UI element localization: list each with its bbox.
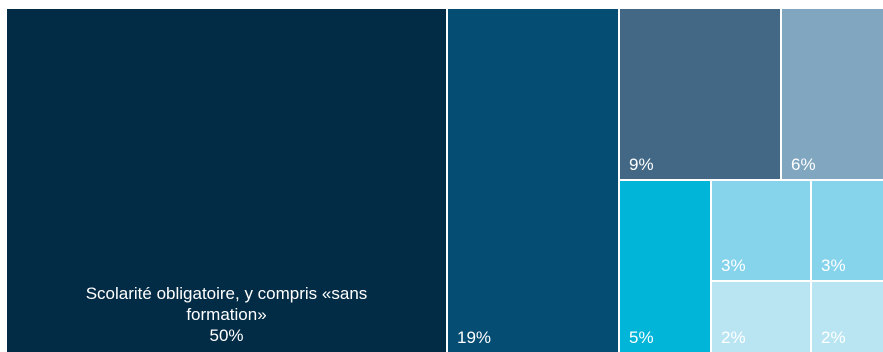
treemap-tile: Scolarité obligatoire, y compris «sans f… — [7, 9, 446, 352]
treemap-tile: 19% — [448, 9, 618, 352]
treemap-tile-value: 50% — [209, 326, 244, 345]
treemap-tile-value: 2% — [821, 328, 846, 347]
treemap-tile-value: 9% — [629, 155, 654, 174]
treemap-tile: 3% — [712, 181, 810, 280]
treemap-tile-value: 3% — [721, 256, 746, 275]
treemap-tile-category: Scolarité obligatoire, y compris «sans f… — [85, 284, 368, 324]
treemap-tile-value: 3% — [821, 256, 846, 275]
treemap-tile: 3% — [812, 181, 883, 280]
treemap-tile-value: 19% — [457, 328, 492, 347]
treemap-tile: 9% — [620, 9, 780, 179]
treemap-tile: 5% — [620, 181, 710, 352]
treemap-tile: 2% — [812, 282, 883, 352]
treemap-tile-label: Scolarité obligatoire, y compris «sans f… — [7, 283, 446, 346]
treemap-tile: 6% — [782, 9, 883, 179]
treemap-tile: 2% — [712, 282, 810, 352]
treemap-tile-value: 2% — [721, 328, 746, 347]
treemap-tile-value: 5% — [629, 328, 654, 347]
treemap-tile-value: 6% — [791, 155, 816, 174]
